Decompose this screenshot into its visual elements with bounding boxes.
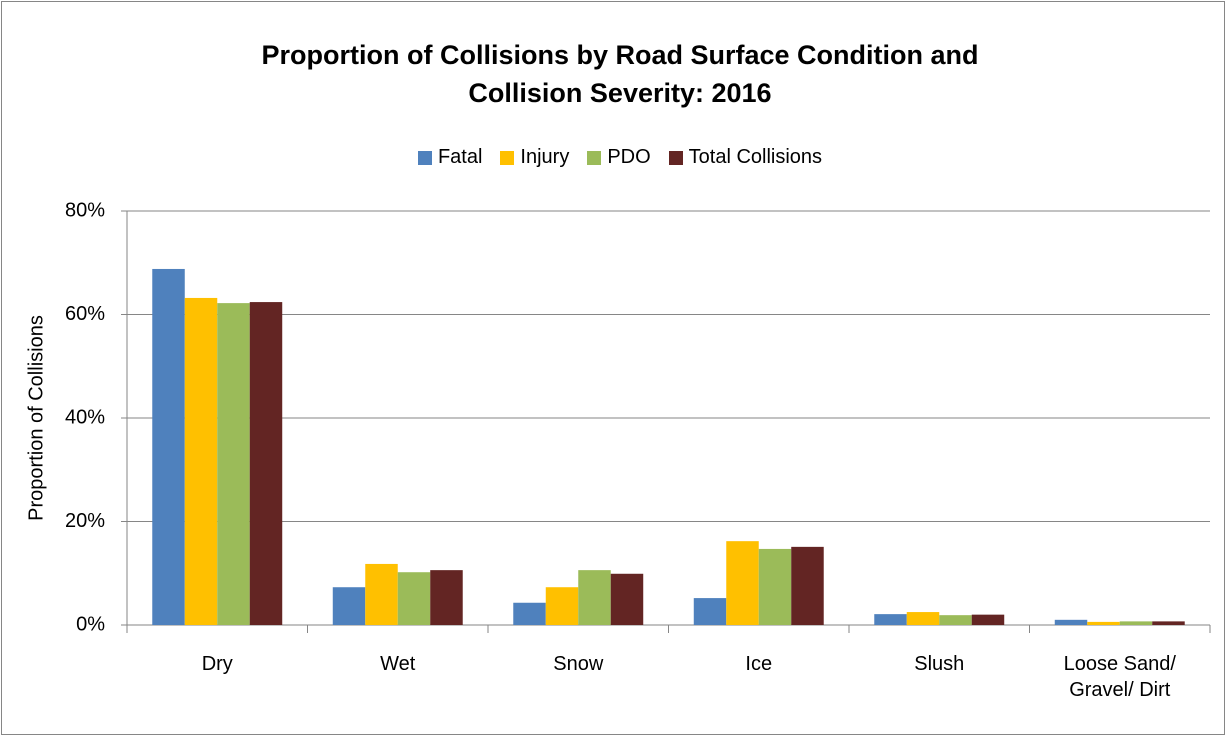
y-axis-label: Proportion of Collisions bbox=[25, 315, 47, 521]
bar bbox=[1152, 621, 1185, 625]
bar bbox=[332, 587, 366, 625]
bar bbox=[758, 548, 792, 625]
legend-item: PDO bbox=[587, 146, 651, 169]
bar bbox=[513, 602, 546, 625]
bar bbox=[397, 572, 431, 625]
legend-item: Total Collisions bbox=[668, 146, 823, 169]
legend-label: Fatal bbox=[437, 146, 483, 168]
x-tick-label: Dry bbox=[201, 653, 233, 675]
legend-item: Fatal bbox=[417, 146, 483, 169]
bar bbox=[430, 570, 463, 625]
legend-swatch bbox=[668, 150, 683, 165]
legend-swatch bbox=[587, 150, 602, 165]
x-tick-label: Ice bbox=[745, 653, 773, 675]
bar bbox=[578, 570, 611, 625]
bar bbox=[1054, 619, 1088, 625]
bar bbox=[545, 587, 579, 625]
legend-label: Injury bbox=[520, 146, 570, 168]
bar bbox=[939, 615, 972, 625]
chart-title: Proportion of Collisions by Road Surface… bbox=[261, 40, 979, 108]
legend-swatch bbox=[500, 150, 515, 165]
bar bbox=[610, 573, 644, 625]
bar bbox=[726, 541, 759, 625]
bar bbox=[791, 546, 824, 625]
bar bbox=[217, 303, 250, 625]
bar bbox=[874, 614, 907, 625]
bar bbox=[184, 297, 218, 625]
bar bbox=[1087, 621, 1120, 625]
bar bbox=[1119, 621, 1153, 625]
legend-label: Total Collisions bbox=[688, 146, 823, 168]
y-tick-label: 0% bbox=[76, 613, 105, 635]
x-tick-label: Loose Sand/ Gravel/ Dirt bbox=[1063, 653, 1176, 701]
y-tick-label: 40% bbox=[65, 406, 105, 428]
y-tick-label: 60% bbox=[65, 303, 105, 325]
bar bbox=[693, 598, 727, 625]
legend: Fatal Injury PDO Total Collisions bbox=[0, 146, 1226, 169]
y-tick-label: 80% bbox=[65, 199, 105, 221]
bar bbox=[152, 268, 185, 625]
bar bbox=[906, 612, 940, 625]
legend-item: Injury bbox=[500, 146, 569, 169]
legend-label: PDO bbox=[607, 146, 651, 168]
x-tick-label: Snow bbox=[553, 653, 604, 675]
y-tick-label: 20% bbox=[65, 510, 105, 532]
bar bbox=[971, 614, 1005, 625]
legend-swatch bbox=[417, 150, 432, 165]
x-tick-label: Slush bbox=[914, 653, 965, 675]
bar bbox=[249, 302, 283, 625]
bar bbox=[365, 563, 398, 625]
x-tick-label: Wet bbox=[380, 653, 416, 675]
